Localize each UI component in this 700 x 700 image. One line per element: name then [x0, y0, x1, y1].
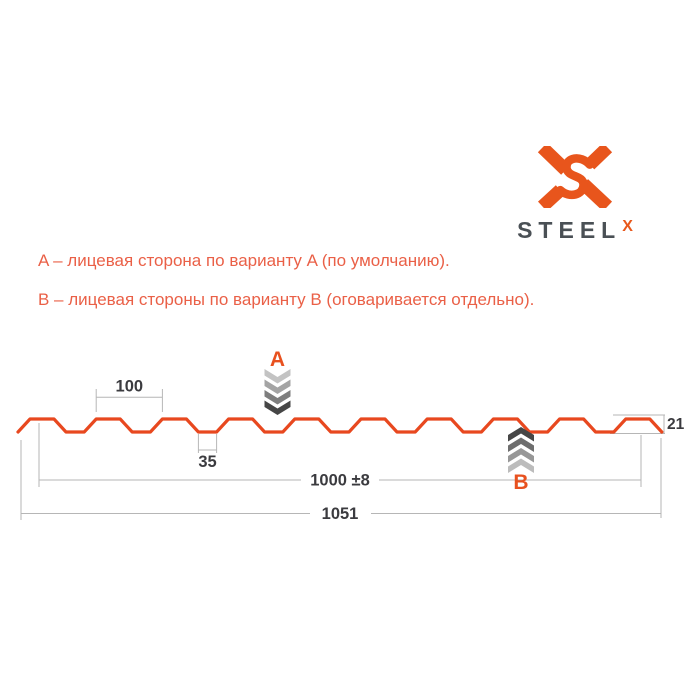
- brand-sup-x: X: [622, 218, 633, 235]
- steelx-logo-icon: [537, 146, 613, 208]
- dim-label-rib-pitch: 100: [116, 378, 144, 396]
- sheet-profile-path: [16, 417, 664, 434]
- side-a-label: A: [270, 348, 285, 371]
- logo-x-arm-top-left: [537, 146, 571, 175]
- chevron-down-icon: [264, 379, 291, 394]
- brand-wordmark: STEELX: [495, 217, 655, 244]
- chevron-up-icon: [508, 427, 534, 442]
- dim-label-profile-height: 21: [667, 416, 685, 433]
- dim-profile-height: [610, 414, 665, 434]
- dimension-lines: [20, 389, 665, 520]
- chevron-up-icon: [508, 448, 534, 463]
- chevron-down-icon: [264, 390, 291, 405]
- legend-line-b: B – лицевая стороны по варианту B (огова…: [38, 290, 535, 310]
- dim-label-overall-width: 1051: [322, 505, 359, 523]
- chevron-down-icon: [264, 369, 291, 384]
- dim-overall-width: [20, 438, 662, 520]
- legend-line-a: A – лицевая сторона по варианту A (по ум…: [38, 251, 450, 270]
- side-b-label: B: [513, 471, 528, 494]
- chevron-up-icon: [508, 458, 534, 473]
- chevron-down-icon: [264, 400, 291, 415]
- side-b-arrow: B: [508, 427, 534, 494]
- logo-s-link: [556, 154, 594, 200]
- steelx-logo: STEELX: [495, 146, 655, 244]
- side-a-arrow: A: [264, 348, 291, 415]
- dim-valley-width: [197, 434, 218, 453]
- dim-rib-pitch: [95, 389, 163, 412]
- logo-x-arm-bottom-right: [579, 179, 613, 208]
- dim-label-working-width: 1000 ±8: [310, 472, 370, 490]
- dim-label-valley-width: 35: [198, 453, 216, 471]
- brand-text: STEEL: [517, 217, 622, 243]
- dim-working-width: [38, 423, 642, 487]
- chevron-up-icon: [508, 437, 534, 452]
- legend: A – лицевая сторона по варианту A (по ум…: [38, 250, 598, 311]
